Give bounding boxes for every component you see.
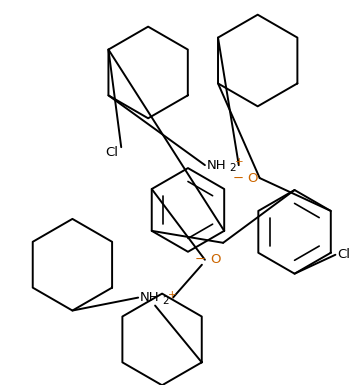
Text: +: + [168,290,177,300]
Text: Cl: Cl [337,248,350,261]
Text: −: − [233,171,244,185]
Text: 2: 2 [229,163,235,173]
Text: NH: NH [140,291,160,304]
Text: O: O [248,171,258,185]
Text: −: − [195,253,206,266]
Text: NH: NH [207,159,226,172]
Text: +: + [235,157,243,167]
Text: Cl: Cl [105,146,118,159]
Text: 2: 2 [162,296,169,306]
Text: O: O [210,253,220,266]
